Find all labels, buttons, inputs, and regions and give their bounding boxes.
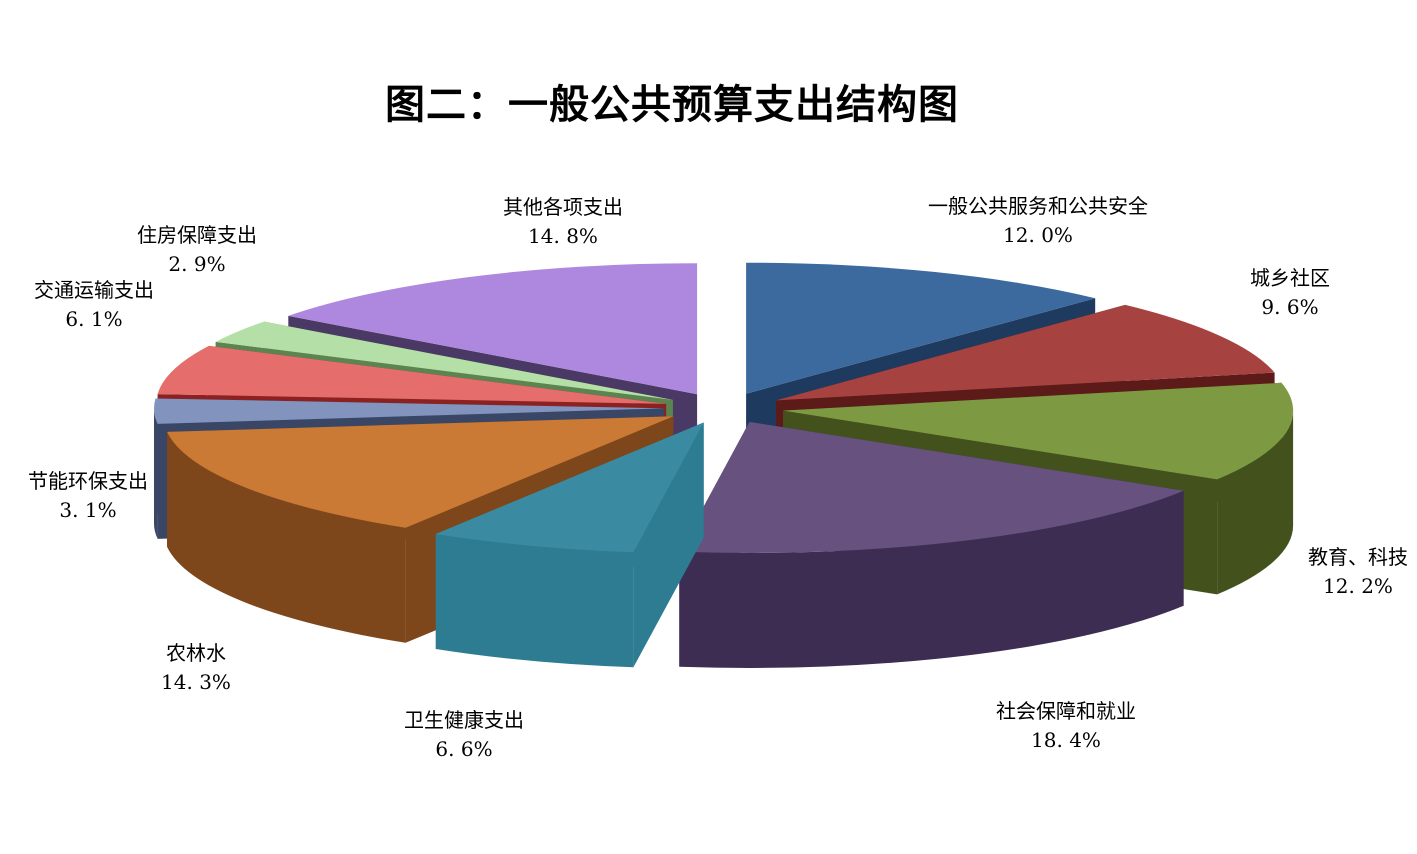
slice-label: 社会保障和就业 18. 4% (996, 697, 1136, 755)
slice-percent: 2. 9% (168, 252, 226, 276)
slice-name: 其他各项支出 (503, 195, 623, 219)
pie-slice-3-rim (679, 490, 1184, 668)
slice-percent: 14. 3% (161, 670, 231, 694)
pie-slice-4 (435, 422, 704, 553)
slice-name: 卫生健康支出 (404, 708, 524, 732)
slice-name: 农林水 (166, 641, 226, 665)
slice-percent: 12. 0% (1003, 223, 1073, 247)
slice-percent: 12. 2% (1323, 574, 1393, 598)
slice-name: 城乡社区 (1250, 266, 1330, 290)
pie-slice-2-rim (1217, 410, 1294, 595)
slice-name: 一般公共服务和公共安全 (928, 194, 1148, 218)
pie-slice-5-rim (167, 431, 406, 643)
pie-slice-6 (154, 398, 664, 424)
slice-name: 教育、科技 (1308, 545, 1408, 569)
slice-name: 节能环保支出 (28, 469, 148, 493)
slice-percent: 9. 6% (1261, 295, 1319, 319)
slice-label: 一般公共服务和公共安全 12. 0% (928, 192, 1148, 250)
slice-name: 交通运输支出 (34, 278, 154, 302)
slice-percent: 14. 8% (528, 224, 598, 248)
pie-slice-9 (288, 263, 698, 395)
slice-label: 教育、科技 12. 2% (1308, 543, 1408, 601)
slice-name: 住房保障支出 (137, 223, 257, 247)
pie-slice-1 (776, 304, 1275, 401)
pie-slice-3 (679, 421, 1184, 553)
slice-label: 其他各项支出 14. 8% (503, 193, 623, 251)
pie-slice-7 (157, 345, 667, 404)
chart-title: 图二：一般公共预算支出结构图 (385, 83, 959, 127)
pie-slice-0 (746, 262, 1096, 394)
slice-label: 住房保障支出 2. 9% (137, 221, 257, 279)
slice-percent: 6. 6% (435, 737, 493, 761)
slice-label: 城乡社区 9. 6% (1250, 264, 1330, 322)
slice-label: 卫生健康支出 6. 6% (404, 706, 524, 764)
slice-label: 农林水 14. 3% (161, 639, 231, 697)
slice-percent: 18. 4% (1031, 728, 1101, 752)
pie-slice-8 (215, 321, 673, 400)
pie-slice-2 (783, 382, 1294, 480)
pie-slice-5 (167, 416, 674, 528)
pie-slice-6-rim (153, 408, 158, 539)
slice-percent: 6. 1% (65, 307, 123, 331)
pie-slice-4-rim (435, 534, 634, 668)
slice-name: 社会保障和就业 (996, 699, 1136, 723)
slice-percent: 3. 1% (59, 498, 117, 522)
slice-label: 节能环保支出 3. 1% (28, 467, 148, 525)
slice-label: 交通运输支出 6. 1% (34, 276, 154, 334)
